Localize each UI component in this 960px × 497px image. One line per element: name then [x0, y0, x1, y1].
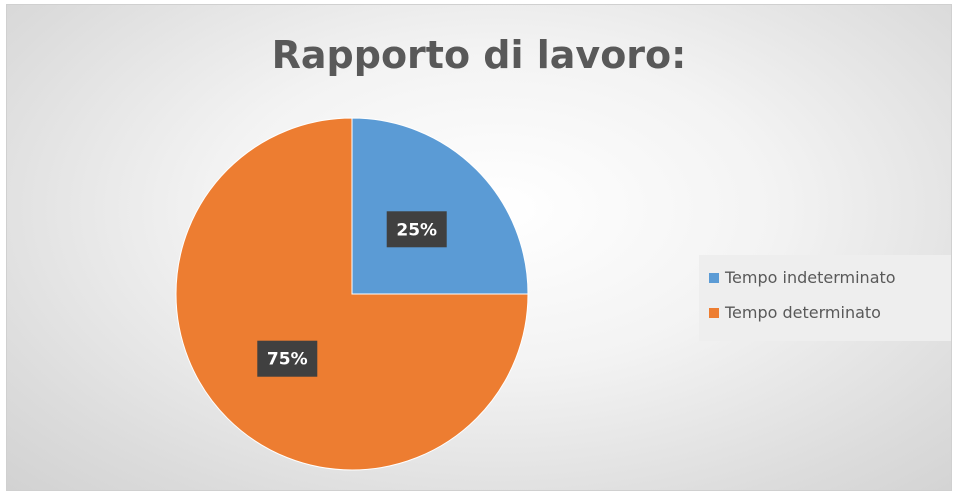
legend-label-indeterminato: Tempo indeterminato [725, 268, 896, 287]
svg-text:75%: 75% [267, 350, 308, 370]
legend: Tempo indeterminato Tempo determinato [699, 255, 951, 341]
legend-item-determinato: Tempo determinato [709, 295, 951, 330]
pie-plot: 25% 75% [175, 117, 529, 471]
slice-indeterminato [351, 117, 529, 295]
svg-text:25%: 25% [396, 220, 437, 240]
data-label-determinato: 75% [257, 340, 318, 377]
legend-item-indeterminato: Tempo indeterminato [709, 260, 951, 295]
legend-swatch-indeterminato [709, 272, 719, 283]
chart-area: Rapporto di lavoro: 25% 75% Tempo indeter… [6, 4, 952, 491]
legend-label-determinato: Tempo determinato [725, 303, 881, 322]
slice-determinato [175, 117, 529, 471]
legend-swatch-determinato [709, 307, 719, 318]
data-label-indeterminato: 25% [386, 211, 447, 248]
chart-title: Rapporto di lavoro: [271, 33, 687, 77]
